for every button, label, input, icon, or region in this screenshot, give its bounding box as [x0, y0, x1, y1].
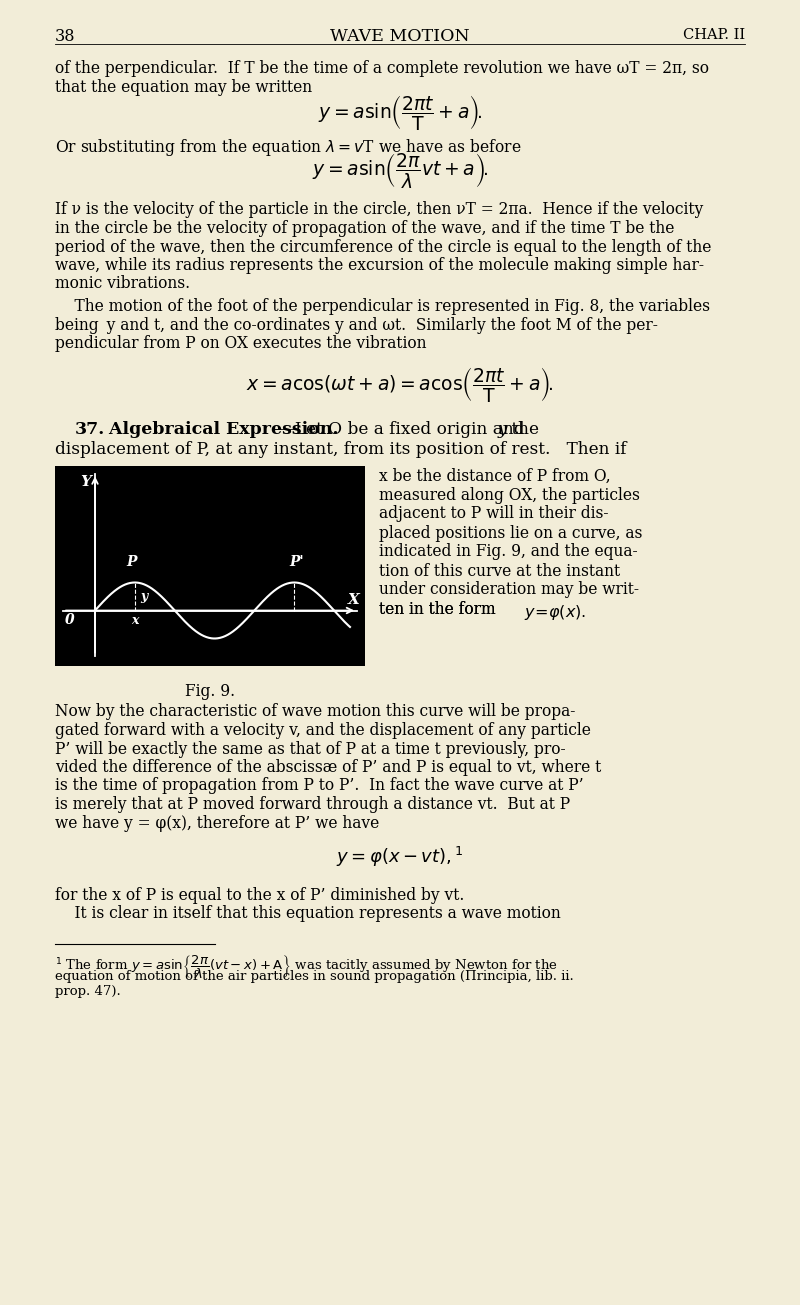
- Text: monic vibrations.: monic vibrations.: [55, 275, 190, 292]
- Text: Algebraical Expression.: Algebraical Expression.: [103, 420, 338, 437]
- Text: $y = a\sin\!\left(\dfrac{2\pi t}{\mathrm{T}}+a\right)\!.$: $y = a\sin\!\left(\dfrac{2\pi t}{\mathrm…: [318, 93, 482, 132]
- Text: measured along OX, the particles: measured along OX, the particles: [379, 487, 640, 504]
- Text: ten in the form: ten in the form: [379, 600, 496, 617]
- Text: ${}^{1}$ The form $y = a\sin\!\left\{\dfrac{2\pi}{\lambda}(vt-x)+\mathrm{A}\righ: ${}^{1}$ The form $y = a\sin\!\left\{\df…: [55, 954, 558, 981]
- Text: displacement of P, at any instant, from its position of rest.   Then if: displacement of P, at any instant, from …: [55, 441, 626, 458]
- Text: $y = a\sin\!\left(\dfrac{2\pi}{\lambda}vt+a\right)\!.$: $y = a\sin\!\left(\dfrac{2\pi}{\lambda}v…: [312, 150, 488, 189]
- Text: 0: 0: [65, 612, 74, 626]
- Text: Or substituting from the equation $\lambda = v$T we have as before: Or substituting from the equation $\lamb…: [55, 137, 522, 158]
- Text: ten in the form: ten in the form: [379, 600, 496, 617]
- Text: we have y = φ(x), therefore at P’ we have: we have y = φ(x), therefore at P’ we hav…: [55, 814, 379, 831]
- Text: Fig. 9.: Fig. 9.: [185, 684, 235, 701]
- Text: $x = a\cos\!(\omega t + a) = a\cos\!\left(\dfrac{2\pi t}{\mathrm{T}}+a\right)\!.: $x = a\cos\!(\omega t + a) = a\cos\!\lef…: [246, 365, 554, 405]
- Text: WAVE MOTION: WAVE MOTION: [330, 27, 470, 44]
- Text: indicated in Fig. 9, and the equa-: indicated in Fig. 9, and the equa-: [379, 543, 638, 561]
- Text: P: P: [126, 555, 137, 569]
- Text: —Let O be a fixed origin and: —Let O be a fixed origin and: [278, 420, 530, 437]
- Text: of the perpendicular.  If T be the time of a complete revolution we have ωT = 2π: of the perpendicular. If T be the time o…: [55, 60, 709, 77]
- Text: 37.: 37.: [75, 420, 106, 437]
- Text: adjacent to P will in their dis-: adjacent to P will in their dis-: [379, 505, 609, 522]
- Text: Now by the characteristic of wave motion this curve will be propa-: Now by the characteristic of wave motion…: [55, 703, 575, 720]
- Text: prop. 47).: prop. 47).: [55, 985, 121, 998]
- Text: is merely that at P moved forward through a distance vt.  But at P: is merely that at P moved forward throug…: [55, 796, 570, 813]
- Text: $y\!=\!\varphi(x).$: $y\!=\!\varphi(x).$: [524, 603, 586, 621]
- Text: placed positions lie on a curve, as: placed positions lie on a curve, as: [379, 525, 642, 542]
- Text: being  y and t, and the co-ordinates y and ωt.  Similarly the foot M of the per-: being y and t, and the co-ordinates y an…: [55, 317, 658, 334]
- Text: wave, while its radius represents the excursion of the molecule making simple ha: wave, while its radius represents the ex…: [55, 257, 704, 274]
- Text: pendicular from P on OX executes the vibration: pendicular from P on OX executes the vib…: [55, 335, 426, 352]
- Text: gated forward with a velocity v, and the displacement of any particle: gated forward with a velocity v, and the…: [55, 722, 591, 739]
- Text: vided the difference of the abscissæ of P’ and P is equal to vt, where t: vided the difference of the abscissæ of …: [55, 760, 602, 776]
- Text: $y = \varphi(x - vt),{}^{1}$: $y = \varphi(x - vt),{}^{1}$: [336, 846, 464, 869]
- Text: tion of this curve at the instant: tion of this curve at the instant: [379, 562, 620, 579]
- Text: period of the wave, then the circumference of the circle is equal to the length : period of the wave, then the circumferen…: [55, 239, 711, 256]
- Text: for the x of P is equal to the x of P’ diminished by vt.: for the x of P is equal to the x of P’ d…: [55, 887, 464, 904]
- Text: in the circle be the velocity of propagation of the wave, and if the time T be t: in the circle be the velocity of propaga…: [55, 221, 674, 238]
- Text: 38: 38: [55, 27, 75, 44]
- Text: x be the distance of P from O,: x be the distance of P from O,: [379, 467, 610, 484]
- Text: P’ will be exactly the same as that of P at a time t previously, pro-: P’ will be exactly the same as that of P…: [55, 740, 566, 757]
- Text: that the equation may be written: that the equation may be written: [55, 78, 312, 95]
- Text: CHAP. II: CHAP. II: [683, 27, 745, 42]
- Text: P': P': [289, 555, 303, 569]
- Text: under consideration may be writ-: under consideration may be writ-: [379, 582, 639, 599]
- Text: the: the: [506, 420, 539, 437]
- Text: If ν is the velocity of the particle in the circle, then νT = 2πa.  Hence if the: If ν is the velocity of the particle in …: [55, 201, 703, 218]
- Text: The motion of the foot of the perpendicular is represented in Fig. 8, the variab: The motion of the foot of the perpendicu…: [55, 298, 710, 315]
- Text: is the time of propagation from P to P’.  In fact the wave curve at P’: is the time of propagation from P to P’.…: [55, 778, 584, 795]
- Text: X: X: [348, 592, 360, 607]
- Text: Y: Y: [80, 475, 91, 489]
- Text: It is clear in itself that this equation represents a wave motion: It is clear in itself that this equation…: [55, 906, 561, 923]
- Text: y: y: [140, 590, 147, 603]
- Text: y: y: [498, 420, 507, 437]
- Text: x: x: [131, 615, 138, 628]
- Bar: [55, 466, 365, 666]
- Text: equation of motion of the air particles in sound propagation (Πrincipia, lib. ii: equation of motion of the air particles …: [55, 970, 574, 983]
